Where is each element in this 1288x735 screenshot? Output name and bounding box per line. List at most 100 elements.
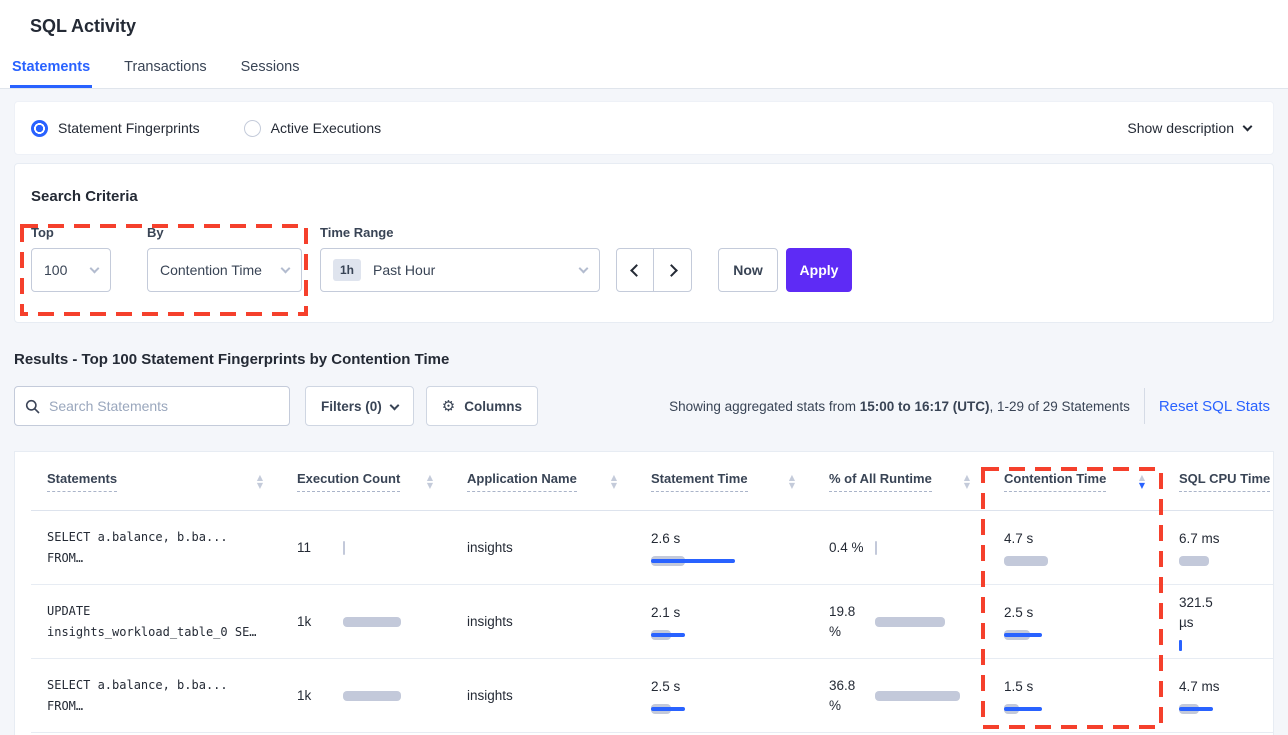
metric-bar-line (1179, 707, 1213, 711)
chevron-down-icon (578, 263, 589, 273)
statement-cell[interactable]: SELECT a.balance, b.ba... FROM… (31, 527, 281, 569)
metric-value-line: 1.5 s (1004, 679, 1034, 694)
top-select-value: 100 (44, 262, 68, 278)
by-select-group: By Contention Time (147, 225, 302, 292)
metric-value: 19.8% (829, 602, 875, 642)
top-select[interactable]: 100 (31, 248, 111, 292)
statement-time-bar (651, 630, 685, 640)
sort-down-caret: ▼ (963, 480, 970, 490)
table-row[interactable]: SELECT a.balance, b.ba... FROM… 11 insights… (31, 511, 1273, 585)
by-select[interactable]: Contention Time (147, 248, 302, 292)
chevron-right-icon (664, 263, 678, 277)
time-range-badge: 1h (333, 259, 362, 281)
sort-icon: ▲ ▼ (789, 473, 795, 489)
prev-time-button[interactable] (617, 249, 654, 291)
metric-bar (875, 616, 945, 627)
metric-value: 1.5 s (1004, 677, 1151, 697)
search-icon (25, 399, 40, 414)
execution-count-tick (343, 540, 345, 555)
sql-cpu-time-cell: 6.7 ms (1163, 529, 1273, 566)
time-range-select[interactable]: 1h Past Hour (320, 248, 600, 292)
column-header-execution-count[interactable]: Execution Count ▲ ▼ (281, 471, 451, 492)
column-header-contention-time[interactable]: Contention Time ▲ ▼ (988, 471, 1163, 492)
metric-value-line: 4.7 ms (1179, 679, 1220, 694)
column-header-label: Contention Time (1004, 471, 1107, 492)
statement-cell[interactable]: UPDATE insights_workload_table_0 SE… (31, 601, 281, 643)
mode-bar: Statement Fingerprints Active Executions … (14, 101, 1274, 155)
column-header-sql-cpu-time[interactable]: SQL CPU Time (1163, 471, 1288, 492)
mode-option-active-executions[interactable]: Active Executions (243, 119, 381, 137)
execution-count-bar (343, 690, 401, 701)
statement-time-cell: 2.5 s (635, 677, 813, 714)
metric-bar-line (651, 559, 735, 563)
statement-time-bar (651, 704, 685, 714)
top-select-group: Top 100 (31, 225, 111, 292)
statement-line: insights_workload_table_0 SE… (47, 624, 257, 639)
columns-button[interactable]: ⚙ Columns (425, 386, 538, 426)
metric-value-line: 2.1 s (651, 605, 681, 620)
sql-cpu-time-cell: 321.5 µs (1163, 593, 1273, 651)
mode-option-statement-fingerprints[interactable]: Statement Fingerprints (31, 119, 200, 137)
table-row[interactable]: SELECT a.balance, b.ba... FROM… 1k insights… (31, 659, 1273, 733)
application-name-cell: insights (467, 540, 513, 555)
metric-value-line: 19.8 (829, 603, 856, 619)
statement-cell[interactable]: SELECT a.balance, b.ba... FROM… (31, 675, 281, 717)
reset-sql-stats-link[interactable]: Reset SQL Stats (1158, 397, 1270, 415)
metric-value: 6.7 ms (1179, 529, 1261, 549)
sql-cpu-time-cell: 4.7 ms (1163, 677, 1273, 714)
apply-button[interactable]: Apply (786, 248, 852, 292)
table-row[interactable]: UPDATE insights_workload_table_0 SE… 1k ins… (31, 585, 1273, 659)
metric-bar (343, 690, 401, 701)
metric-value-line: 0.4 % (829, 539, 864, 555)
table-body: SELECT a.balance, b.ba... FROM… 11 insights… (31, 511, 1273, 733)
of-all-runtime-cell: 19.8% (813, 602, 988, 642)
tab-statements[interactable]: Statements (10, 59, 93, 88)
show-description-toggle[interactable]: Show description (1127, 120, 1253, 136)
metric-bar (1179, 556, 1209, 566)
search-statements-input[interactable] (49, 398, 279, 414)
column-header-application-name[interactable]: Application Name ▲ ▼ (451, 471, 635, 492)
metric-value: 36.8% (829, 676, 875, 716)
tab-transactions[interactable]: Transactions (124, 59, 207, 75)
search-criteria-controls: Top 100 By Contention Time Time Range 1h… (31, 225, 1257, 292)
column-header-of-all-runtime[interactable]: % of All Runtime ▲ ▼ (813, 471, 988, 492)
statement-time-bar (651, 556, 735, 566)
radio-icon (243, 119, 261, 137)
metric-bar (875, 690, 960, 701)
column-header-label: Statement Time (651, 471, 748, 492)
page-title: SQL Activity (30, 16, 137, 36)
tab-bar: Statements Transactions Sessions (0, 37, 1288, 89)
toolbar-divider (1143, 388, 1145, 424)
column-header-label: % of All Runtime (829, 471, 932, 492)
application-name-cell: insights (467, 614, 513, 629)
show-description-label: Show description (1127, 120, 1234, 136)
metric-bar-line (651, 633, 685, 637)
execution-count-cell: 11 (281, 538, 451, 558)
metric-value-line: 2.5 s (651, 679, 681, 694)
column-header-label: Statements (47, 471, 118, 492)
now-button[interactable]: Now (718, 248, 778, 292)
metric-value-line: 6.7 ms (1179, 531, 1220, 546)
column-header-statement-time[interactable]: Statement Time ▲ ▼ (635, 471, 813, 492)
sort-icon: ▲ ▼ (257, 473, 263, 489)
time-range-value: Past Hour (373, 262, 436, 278)
column-header-statements[interactable]: Statements ▲ ▼ (31, 471, 281, 492)
sort-icon: ▲ ▼ (963, 473, 970, 490)
metric-value: 11 (297, 538, 343, 558)
time-range-label: Time Range (320, 225, 394, 240)
tab-sessions[interactable]: Sessions (240, 59, 300, 75)
column-header-label: Application Name (467, 471, 577, 492)
of-all-runtime-cell: 0.4 % (813, 538, 988, 558)
of-all-runtime-bar (875, 616, 945, 627)
metric-bar-line (651, 707, 685, 711)
page-header: SQL Activity Statements Transactions Sessi… (0, 0, 1288, 89)
showing-stats-text: Showing aggregated stats from 15:00 to 1… (669, 398, 1130, 414)
metric-value: 1k (297, 612, 343, 632)
search-criteria-card: Search Criteria Top 100 By Contention Ti… (14, 163, 1274, 323)
next-time-button[interactable] (654, 249, 691, 291)
of-all-runtime-cell: 36.8% (813, 676, 988, 716)
sort-down-caret: ▼ (426, 480, 433, 490)
metric-bar (343, 616, 401, 627)
filters-button[interactable]: Filters (0) (305, 386, 414, 426)
contention-time-bar (1004, 704, 1042, 714)
